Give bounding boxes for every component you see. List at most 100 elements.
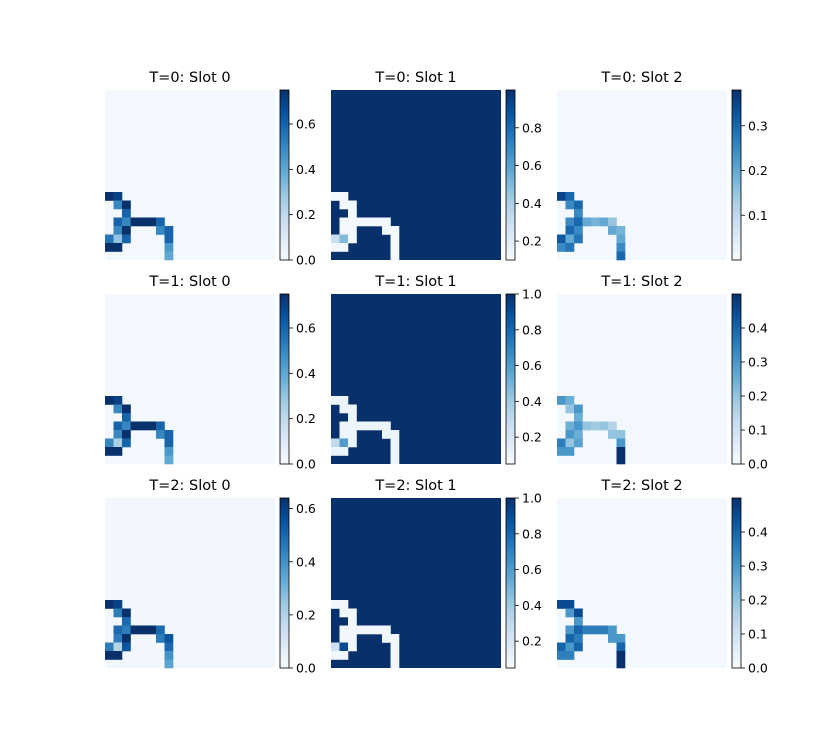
- heatmap-cell: [356, 421, 366, 431]
- heatmap-cell: [105, 651, 114, 660]
- heatmap-background: [331, 294, 501, 464]
- heatmap-cell: [348, 608, 357, 618]
- colorbar-tick-label: 0.2: [748, 389, 768, 404]
- heatmap-cell: [565, 608, 575, 618]
- heatmap-cell: [565, 438, 575, 448]
- heatmap-cell: [565, 396, 575, 405]
- colorbar-tick-label: 0.1: [748, 423, 768, 438]
- heatmap-background: [105, 498, 275, 668]
- colorbar-tick-label: 0.4: [522, 598, 542, 613]
- colorbar-tick-label: 1.0: [522, 287, 542, 302]
- panel-5: T=1: Slot 2 0.0 0.1 0.2 0.3 0.4: [557, 274, 768, 472]
- heatmap-cell: [122, 413, 131, 422]
- panel-6: T=2: Slot 0 0.0 0.2 0.4 0.6: [105, 478, 316, 676]
- colorbar-tick-label: 0.6: [296, 321, 316, 336]
- heatmap-cell: [565, 430, 575, 439]
- heatmap-cell: [565, 600, 575, 609]
- heatmap-cell: [390, 226, 400, 235]
- heatmap-cell: [574, 642, 583, 652]
- heatmap-cell: [339, 234, 349, 244]
- heatmap-cell: [139, 217, 148, 227]
- heatmap-cell: [156, 217, 165, 227]
- heatmap-cell: [339, 651, 349, 660]
- heatmap-cell: [582, 421, 592, 431]
- heatmap-cell: [565, 234, 575, 244]
- heatmap-cell: [565, 243, 575, 252]
- heatmap-cell: [565, 642, 575, 652]
- heatmap-cell: [122, 209, 131, 218]
- heatmap-cell: [390, 642, 400, 652]
- heatmap-cell: [557, 243, 566, 252]
- heatmap-cell: [122, 438, 131, 448]
- heatmap-cell: [591, 217, 600, 227]
- heatmap-cell: [122, 200, 131, 210]
- heatmap-cell: [348, 430, 357, 439]
- heatmap-cell: [156, 226, 165, 235]
- heatmap-cell: [105, 243, 114, 252]
- heatmap-cell: [616, 651, 626, 660]
- colorbar-tick-label: 0.0: [296, 457, 316, 472]
- heatmap-cell: [608, 634, 617, 643]
- heatmap-cell: [339, 243, 349, 252]
- heatmap-cell: [105, 642, 114, 652]
- heatmap-cell: [574, 430, 583, 439]
- colorbar: [279, 497, 290, 669]
- heatmap-cell: [582, 217, 592, 227]
- colorbar-tick-label: 0.1: [748, 208, 768, 223]
- heatmap-cell: [113, 651, 123, 660]
- heatmap-cell: [122, 421, 131, 431]
- heatmap-cell: [565, 226, 575, 235]
- panel-title: T=1: Slot 1: [374, 274, 456, 290]
- heatmap-cell: [147, 625, 157, 635]
- heatmap-cell: [348, 421, 357, 431]
- heatmap-cell: [339, 396, 349, 405]
- colorbar-tick-label: 0.4: [296, 366, 316, 381]
- heatmap-cell: [164, 226, 174, 235]
- heatmap-cell: [113, 608, 123, 618]
- heatmap-cell: [105, 438, 114, 448]
- heatmap-cell: [105, 600, 114, 609]
- heatmap-cell: [339, 404, 349, 414]
- heatmap-cell: [122, 642, 131, 652]
- heatmap-cell: [122, 634, 131, 643]
- heatmap-cell: [565, 634, 575, 643]
- heatmap-cell: [390, 447, 400, 456]
- heatmap-cell: [574, 617, 583, 626]
- panel-4: T=1: Slot 1 0.2 0.4 0.6 0.8 1.0: [331, 274, 542, 465]
- colorbar-tick-label: 0.2: [522, 634, 542, 649]
- colorbar: [505, 89, 516, 261]
- heatmap-cell: [105, 192, 114, 201]
- heatmap-background: [105, 294, 275, 464]
- heatmap-cell: [164, 234, 174, 244]
- panel-title: T=1: Slot 2: [600, 274, 682, 290]
- heatmap-cell: [339, 200, 349, 210]
- heatmap-cell: [574, 634, 583, 643]
- heatmap-cell: [164, 447, 174, 456]
- colorbar-tick-label: 0.4: [296, 162, 316, 177]
- heatmap-cell: [557, 234, 566, 244]
- colorbar-tick-label: 0.6: [522, 562, 542, 577]
- heatmap-cell: [122, 234, 131, 244]
- heatmap-cell: [164, 634, 174, 643]
- heatmap-cell: [565, 404, 575, 414]
- heatmap-cell: [591, 625, 600, 635]
- heatmap-cell: [339, 192, 349, 201]
- heatmap-cell: [382, 421, 391, 431]
- heatmap-cell: [348, 200, 357, 210]
- panel-title: T=1: Slot 0: [148, 274, 230, 290]
- panel-0: T=0: Slot 0 0.0 0.2 0.4 0.6: [105, 70, 316, 268]
- panel-1: T=0: Slot 1 0.2 0.4 0.6 0.8: [331, 70, 542, 261]
- heatmap-cell: [390, 251, 400, 261]
- heatmap-cell: [608, 226, 617, 235]
- heatmap-cell: [339, 642, 349, 652]
- heatmap-cell: [390, 438, 400, 448]
- colorbar-tick-label: 0.4: [522, 394, 542, 409]
- heatmap-cell: [608, 421, 617, 431]
- heatmap-cell: [348, 617, 357, 626]
- panel-7: T=2: Slot 1 0.2 0.4 0.6 0.8 1.0: [331, 478, 542, 669]
- colorbar-tick-label: 0.4: [748, 525, 768, 540]
- heatmap-cell: [557, 651, 566, 660]
- heatmap-cell: [599, 421, 609, 431]
- colorbar-tick-label: 0.8: [522, 322, 542, 337]
